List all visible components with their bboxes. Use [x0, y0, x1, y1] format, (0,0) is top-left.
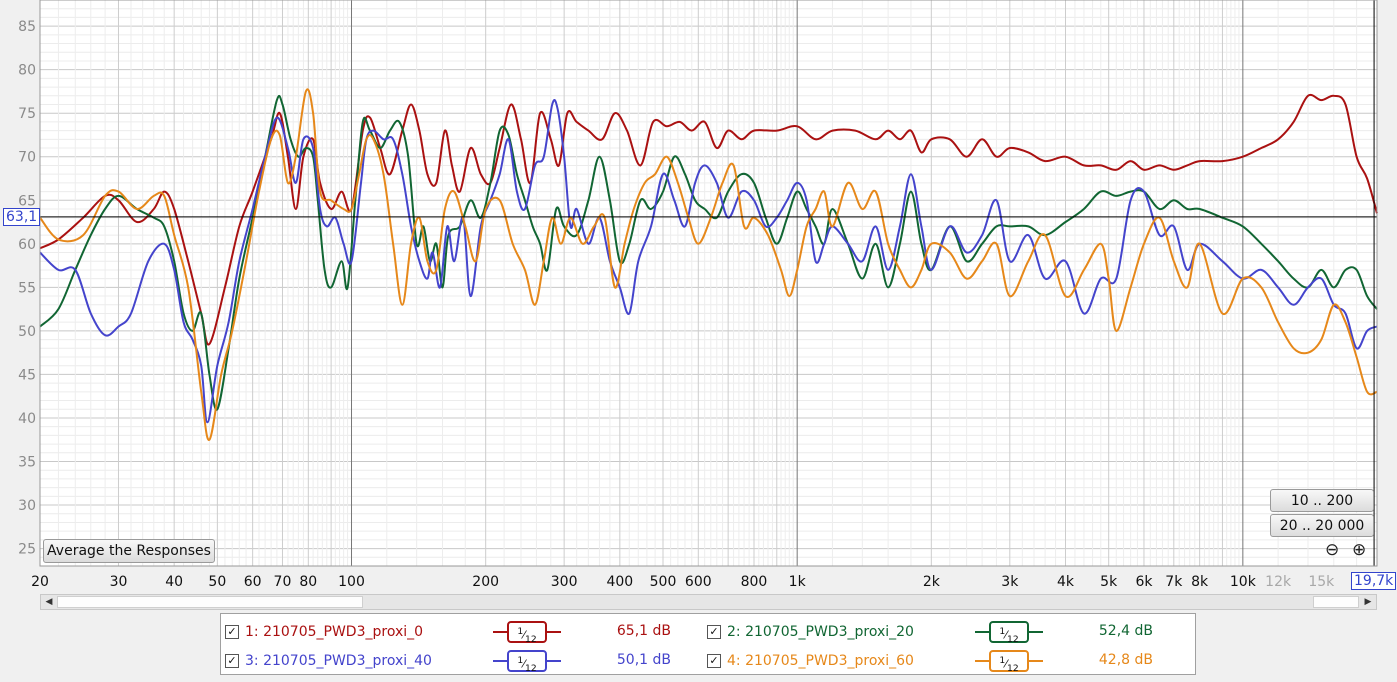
- legend-checkbox[interactable]: ✓: [707, 625, 721, 639]
- scroll-right-icon[interactable]: ▶: [1364, 597, 1372, 607]
- series-line: [39, 94, 1378, 411]
- smooth-denominator: 12: [1007, 662, 1019, 674]
- smooth-numerator: 1: [999, 626, 1006, 637]
- x-tick-label: 800: [741, 574, 768, 590]
- legend-checkbox[interactable]: ✓: [225, 625, 239, 639]
- plot-frame: [39, 0, 1378, 567]
- y-tick-label: 30: [18, 498, 36, 514]
- x-tick-label: 500: [650, 574, 677, 590]
- x-tick-label: 4k: [1057, 574, 1075, 590]
- smoothing-selector[interactable]: 1⁄12: [493, 650, 561, 674]
- x-tick-label: 6k: [1135, 574, 1153, 590]
- smooth-numerator: 1: [517, 626, 524, 637]
- y-tick-label: 75: [18, 106, 36, 122]
- x-tick-label: 5k: [1100, 574, 1118, 590]
- legend-value: 65,1 dB: [616, 623, 671, 639]
- y-tick-label: 45: [18, 367, 36, 383]
- legend-checkbox[interactable]: ✓: [707, 654, 721, 668]
- smoothing-selector[interactable]: 1⁄12: [975, 650, 1043, 674]
- scroll-left-icon[interactable]: ◀: [45, 597, 53, 607]
- x-tick-label: 200: [472, 574, 499, 590]
- x-tick-label: 70: [274, 574, 292, 590]
- smooth-denominator: 12: [525, 662, 537, 674]
- zoom-in-icon[interactable]: ⊕: [1352, 540, 1367, 560]
- legend-item[interactable]: ✓ 3: 210705_PWD3_proxi_40: [225, 650, 432, 672]
- horizontal-scrollbar[interactable]: ◀ ▶: [40, 594, 1377, 610]
- x-tick-label: 400: [606, 574, 633, 590]
- y-tick-label: 25: [18, 542, 36, 558]
- y-tick-label: 55: [18, 280, 36, 296]
- scroll-thumb[interactable]: [57, 596, 363, 608]
- legend-item[interactable]: ✓ 4: 210705_PWD3_proxi_60: [707, 650, 914, 672]
- legend-value: 52,4 dB: [1098, 623, 1153, 639]
- smooth-numerator: 1: [999, 655, 1006, 666]
- y-tick-label: 85: [18, 19, 36, 35]
- smoothing-selector[interactable]: 1⁄12: [493, 621, 561, 645]
- x-tick-label: 1k: [789, 574, 807, 590]
- series-line: [39, 99, 1378, 424]
- legend: ✓ 1: 210705_PWD3_proxi_0 1⁄12 65,1 dB ✓ …: [220, 613, 1196, 675]
- legend-label: 1: 210705_PWD3_proxi_0: [245, 624, 424, 640]
- zoom-out-icon[interactable]: ⊖: [1325, 540, 1340, 560]
- legend-value: 42,8 dB: [1098, 652, 1153, 668]
- x-tick-label: 20: [31, 574, 49, 590]
- series-lines: [39, 88, 1378, 441]
- x-tick-label: 40: [165, 574, 183, 590]
- range-20-20000-button[interactable]: 20 .. 20 000: [1270, 514, 1374, 537]
- y-axis-ticks: 25 30 35 40 45 50 55 60 65 70 75 80 85: [18, 19, 36, 557]
- x-axis-ticks: 20 30 40 50 60 70 80 100 200 300 400 500 600 800 1k 2k 3…: [31, 574, 1335, 590]
- legend-value: 50,1 dB: [616, 652, 671, 668]
- x-tick-label: 3k: [1001, 574, 1019, 590]
- series-line: [39, 93, 1378, 346]
- x-tick-label: 300: [551, 574, 578, 590]
- cursor-lines: [40, 0, 1377, 566]
- average-responses-button[interactable]: Average the Responses: [43, 539, 215, 563]
- y-tick-label: 50: [18, 324, 36, 340]
- scroll-thumb-end[interactable]: [1313, 596, 1359, 608]
- y-tick-label: 70: [18, 150, 36, 166]
- frequency-response-chart[interactable]: 25 30 35 40 45 50 55 60 65 70 75 80 85 20 30 40 50 60 70 8…: [0, 0, 1397, 595]
- smoothing-selector[interactable]: 1⁄12: [975, 621, 1043, 645]
- legend-label: 4: 210705_PWD3_proxi_60: [727, 653, 914, 669]
- x-tick-label: 8k: [1191, 574, 1209, 590]
- y-tick-label: 65: [18, 193, 36, 209]
- y-tick-label: 35: [18, 455, 36, 471]
- legend-checkbox[interactable]: ✓: [225, 654, 239, 668]
- x-tick-label: 12k: [1265, 574, 1292, 590]
- legend-label: 3: 210705_PWD3_proxi_40: [245, 653, 432, 669]
- y-tick-label: 40: [18, 411, 36, 427]
- legend-item[interactable]: ✓ 2: 210705_PWD3_proxi_20: [707, 621, 914, 643]
- y-tick-label: 60: [18, 237, 36, 253]
- range-10-200-button[interactable]: 10 .. 200: [1270, 489, 1374, 512]
- x-tick-label: 30: [110, 574, 128, 590]
- legend-item[interactable]: ✓ 1: 210705_PWD3_proxi_0: [225, 621, 423, 643]
- series-line: [39, 88, 1378, 441]
- smooth-denominator: 12: [1007, 633, 1019, 645]
- x-tick-label: 80: [299, 574, 317, 590]
- grid-major: [351, 0, 1244, 566]
- x-tick-label: 10k: [1230, 574, 1257, 590]
- plot-area[interactable]: [40, 0, 1377, 566]
- x-tick-label: 15k: [1308, 574, 1335, 590]
- smooth-denominator: 12: [525, 633, 537, 645]
- x-tick-label: 60: [244, 574, 262, 590]
- x-tick-label: 600: [685, 574, 712, 590]
- x-tick-label: 100: [338, 574, 365, 590]
- smooth-numerator: 1: [517, 655, 524, 666]
- x-tick-label: 50: [208, 574, 226, 590]
- x-tick-label: 2k: [923, 574, 941, 590]
- legend-label: 2: 210705_PWD3_proxi_20: [727, 624, 914, 640]
- y-tick-label: 80: [18, 63, 36, 79]
- cursor-y-readout: 63,1: [3, 208, 41, 226]
- cursor-x-readout: 19,7k: [1351, 572, 1397, 590]
- x-tick-label: 7k: [1165, 574, 1183, 590]
